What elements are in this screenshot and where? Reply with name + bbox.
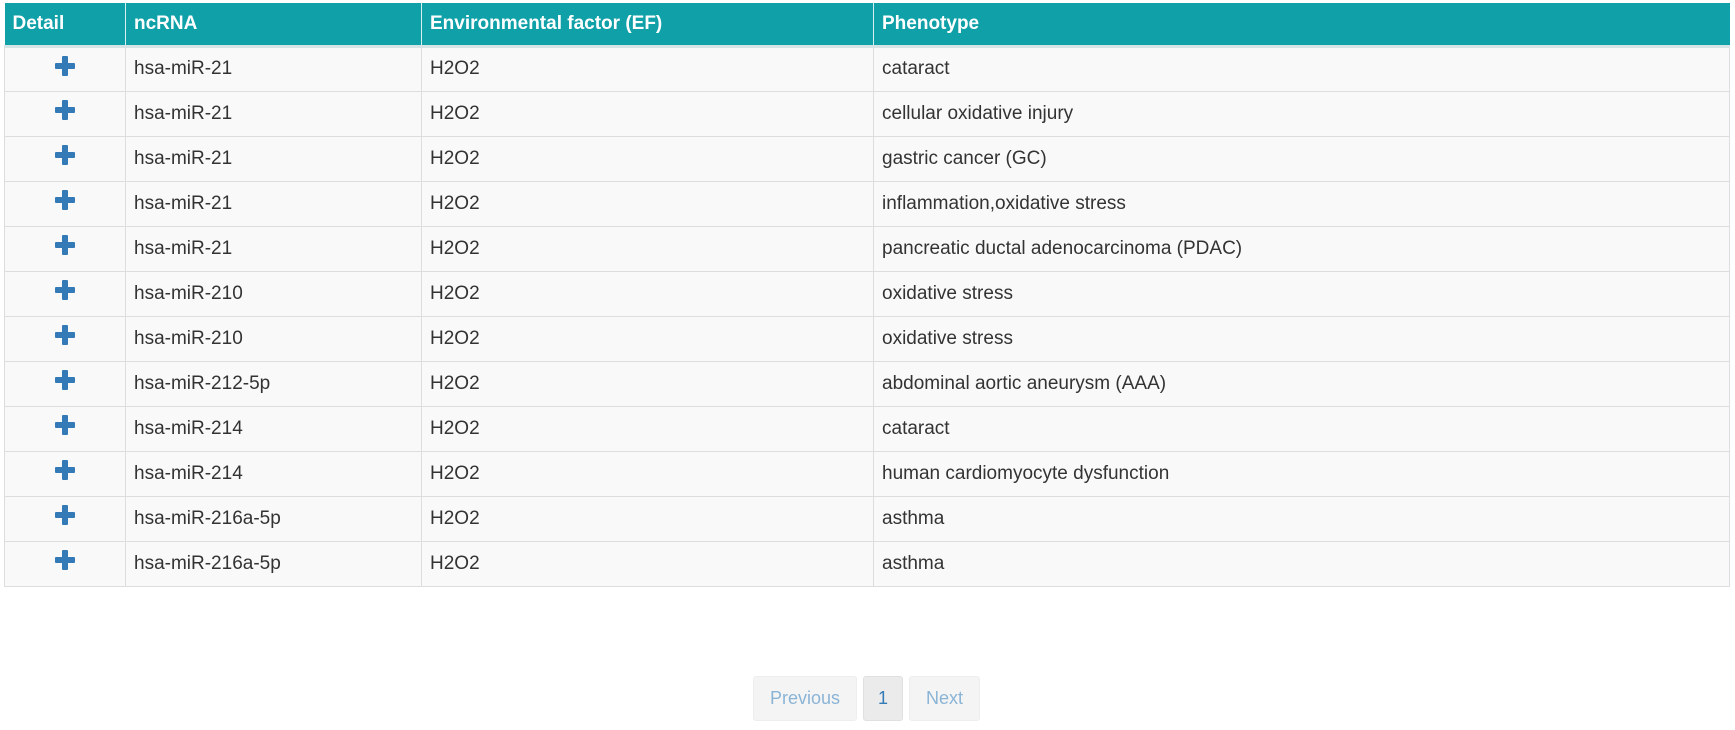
header-phenotype[interactable]: Phenotype xyxy=(873,3,1730,48)
ef-cell: H2O2 xyxy=(421,90,874,137)
phenotype-cell: abdominal aortic aneurysm (AAA) xyxy=(873,360,1730,407)
ef-cell: H2O2 xyxy=(421,450,874,497)
ncrna-cell: hsa-miR-21 xyxy=(125,225,422,272)
detail-cell xyxy=(4,180,126,227)
ncrna-cell: hsa-miR-216a-5p xyxy=(125,495,422,542)
detail-cell xyxy=(4,45,126,92)
table-row: hsa-miR-21 H2O2 gastric cancer (GC) xyxy=(4,135,1730,182)
phenotype-cell: oxidative stress xyxy=(873,315,1730,362)
phenotype-cell: inflammation,oxidative stress xyxy=(873,180,1730,227)
ef-cell: H2O2 xyxy=(421,540,874,587)
detail-cell xyxy=(4,270,126,317)
plus-icon[interactable] xyxy=(55,325,75,346)
table-row: hsa-miR-214 H2O2 human cardiomyocyte dys… xyxy=(4,450,1730,497)
phenotype-cell: pancreatic ductal adenocarcinoma (PDAC) xyxy=(873,225,1730,272)
ef-cell: H2O2 xyxy=(421,315,874,362)
ncrna-cell: hsa-miR-210 xyxy=(125,270,422,317)
phenotype-cell: cataract xyxy=(873,45,1730,92)
ef-cell: H2O2 xyxy=(421,270,874,317)
ef-cell: H2O2 xyxy=(421,135,874,182)
table-row: hsa-miR-214 H2O2 cataract xyxy=(4,405,1730,452)
ncrna-cell: hsa-miR-21 xyxy=(125,135,422,182)
phenotype-cell: human cardiomyocyte dysfunction xyxy=(873,450,1730,497)
table-row: hsa-miR-21 H2O2 inflammation,oxidative s… xyxy=(4,180,1730,227)
ncrna-cell: hsa-miR-212-5p xyxy=(125,360,422,407)
ef-cell: H2O2 xyxy=(421,225,874,272)
detail-cell xyxy=(4,135,126,182)
header-row: Detail ncRNA Environmental factor (EF) P… xyxy=(4,3,1730,48)
next-button[interactable]: Next xyxy=(909,676,981,721)
phenotype-cell: cataract xyxy=(873,405,1730,452)
plus-icon[interactable] xyxy=(55,460,75,481)
ncrna-cell: hsa-miR-216a-5p xyxy=(125,540,422,587)
table-row: hsa-miR-210 H2O2 oxidative stress xyxy=(4,270,1730,317)
page-1-button[interactable]: 1 xyxy=(863,676,904,721)
header-ncrna[interactable]: ncRNA xyxy=(125,3,422,48)
detail-cell xyxy=(4,495,126,542)
pagination: Previous 1 Next xyxy=(753,676,981,721)
phenotype-cell: gastric cancer (GC) xyxy=(873,135,1730,182)
table-row: hsa-miR-216a-5p H2O2 asthma xyxy=(4,495,1730,542)
ncrna-cell: hsa-miR-210 xyxy=(125,315,422,362)
table-row: hsa-miR-21 H2O2 cataract xyxy=(4,45,1730,92)
plus-icon[interactable] xyxy=(55,280,75,301)
plus-icon[interactable] xyxy=(55,100,75,121)
plus-icon[interactable] xyxy=(55,505,75,526)
detail-cell xyxy=(4,90,126,137)
ncrna-cell: hsa-miR-214 xyxy=(125,405,422,452)
table-row: hsa-miR-212-5p H2O2 abdominal aortic ane… xyxy=(4,360,1730,407)
results-table-container: Detail ncRNA Environmental factor (EF) P… xyxy=(4,3,1730,587)
plus-icon[interactable] xyxy=(55,235,75,256)
header-environmental-factor[interactable]: Environmental factor (EF) xyxy=(421,3,874,48)
ncrna-cell: hsa-miR-214 xyxy=(125,450,422,497)
plus-icon[interactable] xyxy=(55,550,75,571)
detail-cell xyxy=(4,405,126,452)
ef-cell: H2O2 xyxy=(421,405,874,452)
header-detail[interactable]: Detail xyxy=(4,3,126,48)
plus-icon[interactable] xyxy=(55,415,75,436)
results-table: Detail ncRNA Environmental factor (EF) P… xyxy=(4,3,1730,587)
previous-button[interactable]: Previous xyxy=(753,676,858,721)
ef-cell: H2O2 xyxy=(421,45,874,92)
table-body: hsa-miR-21 H2O2 cataract hsa-miR-21 H2O2… xyxy=(4,45,1730,587)
plus-icon[interactable] xyxy=(55,55,75,76)
detail-cell xyxy=(4,225,126,272)
plus-icon[interactable] xyxy=(55,370,75,391)
ef-cell: H2O2 xyxy=(421,360,874,407)
detail-cell xyxy=(4,450,126,497)
detail-cell xyxy=(4,540,126,587)
plus-icon[interactable] xyxy=(55,145,75,166)
phenotype-cell: asthma xyxy=(873,495,1730,542)
plus-icon[interactable] xyxy=(55,190,75,211)
ncrna-cell: hsa-miR-21 xyxy=(125,90,422,137)
ef-cell: H2O2 xyxy=(421,180,874,227)
ef-cell: H2O2 xyxy=(421,495,874,542)
phenotype-cell: oxidative stress xyxy=(873,270,1730,317)
table-row: hsa-miR-21 H2O2 cellular oxidative injur… xyxy=(4,90,1730,137)
ncrna-cell: hsa-miR-21 xyxy=(125,45,422,92)
table-row: hsa-miR-210 H2O2 oxidative stress xyxy=(4,315,1730,362)
table-row: hsa-miR-21 H2O2 pancreatic ductal adenoc… xyxy=(4,225,1730,272)
detail-cell xyxy=(4,360,126,407)
detail-cell xyxy=(4,315,126,362)
table-header: Detail ncRNA Environmental factor (EF) P… xyxy=(4,3,1730,48)
ncrna-cell: hsa-miR-21 xyxy=(125,180,422,227)
phenotype-cell: cellular oxidative injury xyxy=(873,90,1730,137)
phenotype-cell: asthma xyxy=(873,540,1730,587)
table-row: hsa-miR-216a-5p H2O2 asthma xyxy=(4,540,1730,587)
